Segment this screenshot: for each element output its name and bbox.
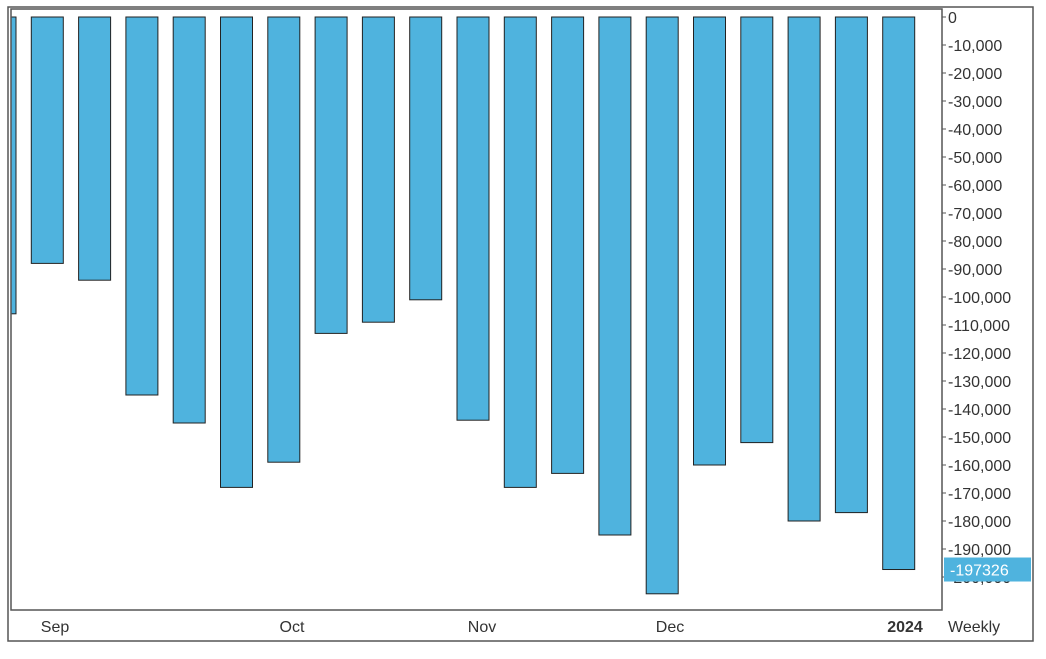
bar xyxy=(551,16,585,474)
bar xyxy=(645,16,679,595)
y-tick-label: -40,000 xyxy=(948,122,1002,139)
y-tick-label: -20,000 xyxy=(948,66,1002,83)
bar xyxy=(172,16,206,424)
plot-area-border xyxy=(10,8,943,611)
x-tick-label: Dec xyxy=(656,619,684,636)
last-value-marker: -197326 xyxy=(944,557,1031,582)
y-tick-label: -170,000 xyxy=(948,486,1011,503)
y-tick-label: -80,000 xyxy=(948,234,1002,251)
y-tick-label: -70,000 xyxy=(948,206,1002,223)
outer-frame xyxy=(7,6,1034,642)
bar xyxy=(409,16,443,301)
y-tick-label: 0 xyxy=(948,10,957,27)
x-tick-label: 2024 xyxy=(887,619,923,636)
bar xyxy=(740,16,774,444)
x-axis: Sep Oct Nov Dec 2024 xyxy=(41,619,923,636)
bar xyxy=(503,16,537,488)
y-tick-label: -180,000 xyxy=(948,514,1011,531)
bar xyxy=(834,16,868,514)
y-tick-label: -120,000 xyxy=(948,346,1011,363)
y-tick-label: -110,000 xyxy=(948,318,1010,335)
y-tick-label: -130,000 xyxy=(948,374,1011,391)
last-value-text: -197326 xyxy=(950,563,1009,580)
bar xyxy=(787,16,821,522)
y-tick-label: -140,000 xyxy=(948,402,1011,419)
y-tick-label: -10,000 xyxy=(948,38,1002,55)
bar xyxy=(361,16,395,323)
bar xyxy=(314,16,348,334)
frequency-label: Weekly xyxy=(948,619,1000,636)
y-tick-label: -150,000 xyxy=(948,430,1011,447)
y-tick-label: -50,000 xyxy=(948,150,1002,167)
y-tick-label: -60,000 xyxy=(948,178,1002,195)
y-tick-label: -160,000 xyxy=(948,458,1011,475)
y-tick-label: -100,000 xyxy=(948,290,1011,307)
x-tick-label: Nov xyxy=(468,619,496,636)
y-tick-label: -190,000 xyxy=(948,542,1011,559)
bar xyxy=(598,16,632,536)
x-tick-label: Sep xyxy=(41,619,70,636)
y-axis: 0 -10,000 -20,000 -30,000 -40,000 -50,000 -60,… xyxy=(942,10,1011,587)
bar xyxy=(125,16,159,396)
bar xyxy=(78,16,112,281)
y-tick-label: -90,000 xyxy=(948,262,1002,279)
bar xyxy=(267,16,301,463)
bar xyxy=(693,16,726,466)
y-tick-label: -30,000 xyxy=(948,94,1002,111)
bar xyxy=(882,16,916,571)
x-tick-label: Oct xyxy=(280,619,305,636)
bar xyxy=(220,16,253,488)
bars-group xyxy=(10,16,916,595)
last-value-box xyxy=(944,557,1031,582)
bar xyxy=(456,16,490,421)
bar xyxy=(30,16,64,264)
